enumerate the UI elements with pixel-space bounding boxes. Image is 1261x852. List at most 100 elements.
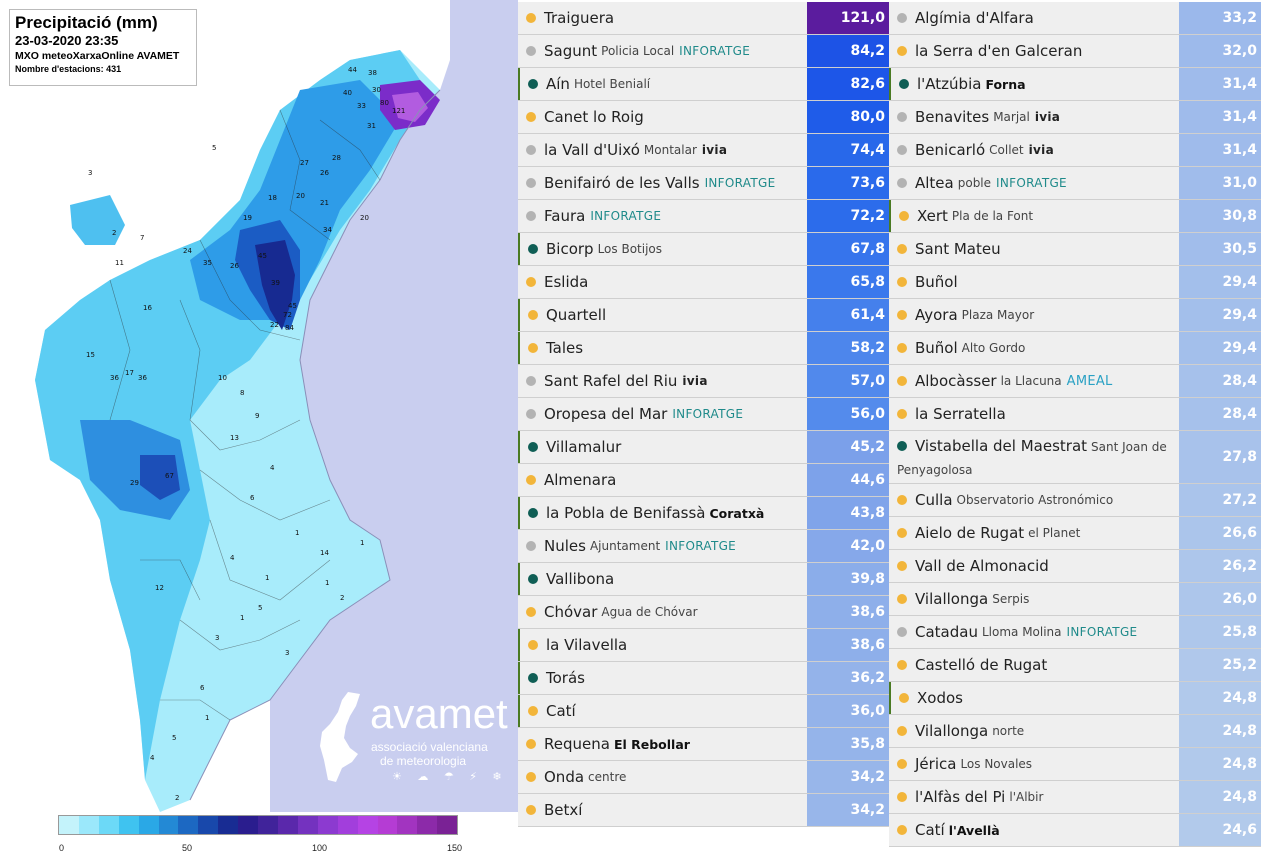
colorbar-segment bbox=[277, 816, 298, 834]
station-row[interactable]: Vallibona 39,8 bbox=[518, 563, 889, 596]
station-row[interactable]: Oropesa del Mar INFORATGE 56,0 bbox=[518, 398, 889, 431]
station-row[interactable]: Betxí 34,2 bbox=[518, 794, 889, 827]
station-row[interactable]: Vistabella del Maestrat Sant Joan de Peny… bbox=[889, 431, 1261, 484]
station-row[interactable]: Sant Rafel del Riu ivia 57,0 bbox=[518, 365, 889, 398]
colorbar-segment bbox=[198, 816, 219, 834]
map-label-5b: 5 bbox=[258, 604, 262, 612]
station-row[interactable]: Culla Observatorio Astronómico 27,2 bbox=[889, 484, 1261, 517]
network-dot-icon bbox=[526, 145, 536, 155]
station-row[interactable]: Villamalur 45,2 bbox=[518, 431, 889, 464]
colorbar-segment bbox=[437, 816, 458, 834]
station-row[interactable]: Buñol Alto Gordo 29,4 bbox=[889, 332, 1261, 365]
network-dot-icon bbox=[528, 79, 538, 89]
station-name: Vall de Almonacid bbox=[915, 557, 1049, 575]
station-name-cell: Xert Pla de la Font bbox=[889, 200, 1179, 232]
precipitation-value: 31,0 bbox=[1179, 167, 1261, 199]
network-dot-icon bbox=[526, 211, 536, 221]
station-row[interactable]: Xert Pla de la Font 30,8 bbox=[889, 200, 1261, 233]
network-dot-icon bbox=[526, 739, 536, 749]
precipitation-value: 65,8 bbox=[807, 266, 889, 298]
station-name: Oropesa del Mar bbox=[544, 405, 668, 423]
station-name: la Serratella bbox=[915, 405, 1006, 423]
colorbar-tick-100: 100 bbox=[312, 843, 328, 852]
station-name-cell: Buñol Alto Gordo bbox=[889, 332, 1179, 364]
station-name: Benifairó de les Valls bbox=[544, 174, 700, 192]
station-name: Xodos bbox=[917, 689, 963, 707]
network-dot-icon bbox=[528, 442, 538, 452]
map-label-16: 16 bbox=[143, 304, 152, 312]
station-row[interactable]: la Vilavella 38,6 bbox=[518, 629, 889, 662]
station-row[interactable]: Canet lo Roig 80,0 bbox=[518, 101, 889, 134]
station-row[interactable]: Vilallonga norte 24,8 bbox=[889, 715, 1261, 748]
map-label-5c: 5 bbox=[172, 734, 176, 742]
station-row[interactable]: Benicarló Collet ivia 31,4 bbox=[889, 134, 1261, 167]
station-name: Eslida bbox=[544, 273, 589, 291]
map-label-4b: 4 bbox=[230, 554, 235, 562]
station-row[interactable]: Nules Ajuntament INFORATGE 42,0 bbox=[518, 530, 889, 563]
station-row[interactable]: Xodos 24,8 bbox=[889, 682, 1261, 715]
map-label-3: 3 bbox=[88, 169, 92, 177]
station-row[interactable]: Catí 36,0 bbox=[518, 695, 889, 728]
station-row[interactable]: Onda centre 34,2 bbox=[518, 761, 889, 794]
station-name: Algímia d'Alfara bbox=[915, 9, 1034, 27]
station-row[interactable]: Benavites Marjal ivia 31,4 bbox=[889, 101, 1261, 134]
station-row[interactable]: Quartell 61,4 bbox=[518, 299, 889, 332]
network-dot-icon bbox=[897, 244, 907, 254]
station-row[interactable]: Vall de Almonacid 26,2 bbox=[889, 550, 1261, 583]
precipitation-value: 29,4 bbox=[1179, 266, 1261, 298]
station-row[interactable]: Jérica Los Novales 24,8 bbox=[889, 748, 1261, 781]
station-row[interactable]: Eslida 65,8 bbox=[518, 266, 889, 299]
map-label-12: 12 bbox=[155, 584, 164, 592]
station-name-cell: Quartell bbox=[518, 299, 807, 331]
station-name: Chóvar bbox=[544, 603, 598, 621]
station-row[interactable]: Requena El Rebollar 35,8 bbox=[518, 728, 889, 761]
station-row[interactable]: Faura INFORATGE 72,2 bbox=[518, 200, 889, 233]
map-label-5: 5 bbox=[212, 144, 216, 152]
map-label-27: 27 bbox=[300, 159, 309, 167]
station-row[interactable]: Benifairó de les Valls INFORATGE 73,6 bbox=[518, 167, 889, 200]
station-name-cell: Catadau Lloma Molina INFORATGE bbox=[889, 616, 1179, 648]
station-row[interactable]: Catí l'Avellà 24,6 bbox=[889, 814, 1261, 847]
station-row[interactable]: Chóvar Agua de Chóvar 38,6 bbox=[518, 596, 889, 629]
station-row[interactable]: Sagunt Policia Local INFORATGE 84,2 bbox=[518, 35, 889, 68]
station-location: El Rebollar bbox=[613, 736, 690, 752]
precipitation-value: 26,0 bbox=[1179, 583, 1261, 615]
network-dot-icon bbox=[897, 310, 907, 320]
station-row[interactable]: Albocàsser la Llacuna AMEAL 28,4 bbox=[889, 365, 1261, 398]
station-row[interactable]: Vilallonga Serpis 26,0 bbox=[889, 583, 1261, 616]
station-row[interactable]: Almenara 44,6 bbox=[518, 464, 889, 497]
station-row[interactable]: Tales 58,2 bbox=[518, 332, 889, 365]
station-row[interactable]: la Serratella 28,4 bbox=[889, 398, 1261, 431]
station-row[interactable]: Altea poble INFORATGE 31,0 bbox=[889, 167, 1261, 200]
station-row[interactable]: Traiguera 121,0 bbox=[518, 2, 889, 35]
station-row[interactable]: Bicorp Los Botijos 67,8 bbox=[518, 233, 889, 266]
station-row[interactable]: Castelló de Rugat 25,2 bbox=[889, 649, 1261, 682]
network-dot-icon bbox=[897, 13, 907, 23]
map-label-1b: 1 bbox=[360, 539, 364, 547]
network-dot-icon bbox=[897, 409, 907, 419]
station-row[interactable]: la Vall d'Uixó Montalar ivia 74,4 bbox=[518, 134, 889, 167]
station-row[interactable]: Aielo de Rugat el Planet 26,6 bbox=[889, 517, 1261, 550]
station-row[interactable]: Torás 36,2 bbox=[518, 662, 889, 695]
station-row[interactable]: Sant Mateu 30,5 bbox=[889, 233, 1261, 266]
precipitation-value: 58,2 bbox=[807, 332, 889, 364]
station-row[interactable]: la Pobla de Benifassà Coratxà 43,8 bbox=[518, 497, 889, 530]
station-name-cell: Algímia d'Alfara bbox=[889, 2, 1179, 34]
network-tag: ivia bbox=[1034, 110, 1061, 124]
precipitation-value: 24,8 bbox=[1179, 781, 1261, 813]
colorbar-tick-150: 150 bbox=[447, 843, 463, 852]
precipitation-value: 72,2 bbox=[807, 200, 889, 232]
station-row[interactable]: l'Alfàs del Pi l'Albir 24,8 bbox=[889, 781, 1261, 814]
network-tag: ivia bbox=[682, 374, 708, 388]
station-row[interactable]: Ayora Plaza Mayor 29,4 bbox=[889, 299, 1261, 332]
network-tag: INFORATGE bbox=[1066, 625, 1138, 639]
network-tag: INFORATGE bbox=[704, 176, 776, 190]
station-row[interactable]: Aín Hotel Benialí 82,6 bbox=[518, 68, 889, 101]
map-label-121: 121 bbox=[392, 107, 405, 115]
station-row[interactable]: Catadau Lloma Molina INFORATGE 25,8 bbox=[889, 616, 1261, 649]
network-dot-icon bbox=[899, 211, 909, 221]
station-row[interactable]: l'Atzúbia Forna 31,4 bbox=[889, 68, 1261, 101]
station-row[interactable]: Buñol 29,4 bbox=[889, 266, 1261, 299]
station-row[interactable]: la Serra d'en Galceran 32,0 bbox=[889, 35, 1261, 68]
station-row[interactable]: Algímia d'Alfara 33,2 bbox=[889, 2, 1261, 35]
